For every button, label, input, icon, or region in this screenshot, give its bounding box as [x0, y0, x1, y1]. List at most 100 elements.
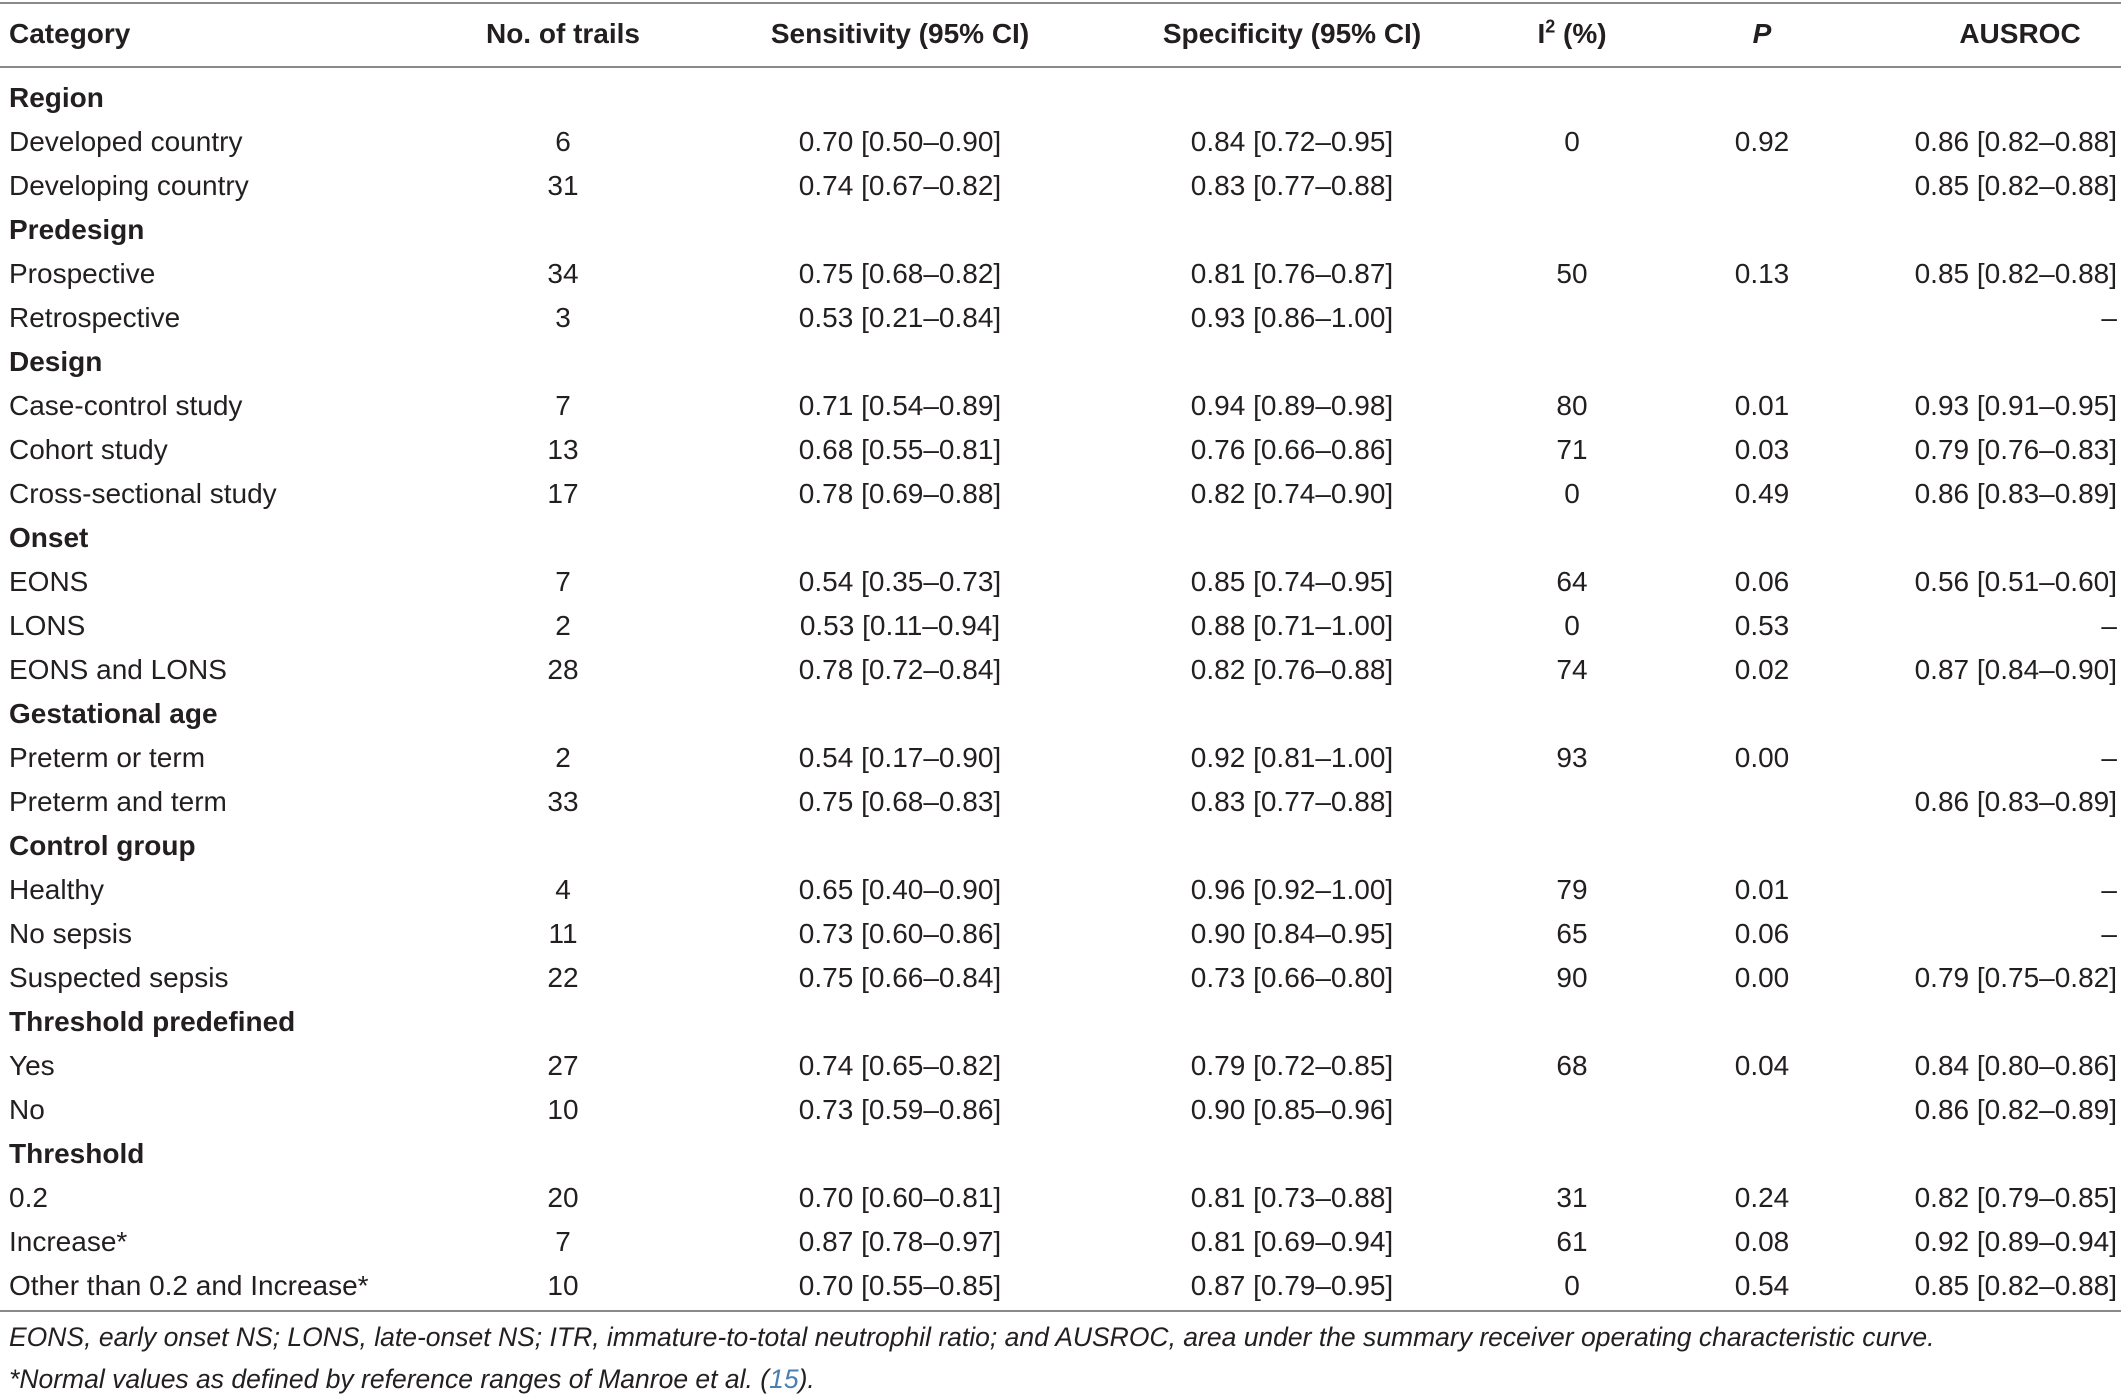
cell-specificity: 0.87 [0.79–0.95]	[1190, 1270, 1394, 1301]
table-body: Region Developed country 6 0.70 [0.50–0.90]…	[0, 76, 2121, 1308]
cell-category: No	[9, 1094, 45, 1125]
cell-p: 0.02	[1734, 654, 1790, 685]
cell-i2: 80	[1556, 390, 1588, 421]
cell-p: 0.53	[1734, 610, 1790, 641]
table-row: No 10 0.73 [0.59–0.86] 0.90 [0.85–0.96] 0.86…	[0, 1088, 2121, 1132]
cell-specificity: 0.79 [0.72–0.85]	[1190, 1050, 1394, 1081]
cell-specificity: 0.90 [0.85–0.96]	[1190, 1094, 1394, 1125]
cell-specificity: 0.81 [0.76–0.87]	[1190, 258, 1394, 289]
cell-sensitivity: 0.74 [0.67–0.82]	[798, 170, 1002, 201]
cell-sensitivity: 0.75 [0.68–0.82]	[798, 258, 1002, 289]
header-sensitivity: Sensitivity (95% CI)	[770, 18, 1030, 49]
cell-trials: 4	[555, 874, 571, 905]
cell-i2: 68	[1556, 1050, 1588, 1081]
footnote-abbreviations: EONS, early onset NS; LONS, late-onset N…	[9, 1322, 1935, 1352]
cell-specificity: 0.94 [0.89–0.98]	[1190, 390, 1394, 421]
cell-i2: 71	[1556, 434, 1588, 465]
cell-category: Retrospective	[9, 302, 181, 333]
cell-sensitivity: 0.54 [0.35–0.73]	[798, 566, 1002, 597]
cell-sensitivity: 0.75 [0.68–0.83]	[798, 786, 1002, 817]
table-row: Suspected sepsis 22 0.75 [0.66–0.84] 0.73 […	[0, 956, 2121, 1000]
table-row: Prospective 34 0.75 [0.68–0.82] 0.81 [0.76–…	[0, 252, 2121, 296]
cell-trials: 28	[547, 654, 579, 685]
cell-ausroc: 0.86 [0.82–0.89]	[1914, 1094, 2117, 1125]
cell-sensitivity: 0.70 [0.55–0.85]	[798, 1270, 1002, 1301]
cell-trials: 10	[547, 1270, 579, 1301]
header-i2-superscript: 2	[1545, 16, 1556, 37]
section-title: Control group	[9, 830, 196, 861]
cell-i2	[1522, 296, 1622, 340]
cell-category: No sepsis	[9, 918, 132, 949]
cell-category: Prospective	[9, 258, 156, 289]
cell-specificity: 0.83 [0.77–0.88]	[1190, 786, 1394, 817]
cell-sensitivity: 0.53 [0.11–0.94]	[799, 610, 1001, 641]
cell-trials: 7	[555, 1226, 571, 1257]
cell-ausroc: 0.79 [0.75–0.82]	[1914, 962, 2117, 993]
cell-sensitivity: 0.70 [0.60–0.81]	[798, 1182, 1002, 1213]
cell-specificity: 0.93 [0.86–1.00]	[1190, 302, 1394, 333]
header-category: Category	[9, 18, 131, 49]
section-title: Threshold predefined	[9, 1006, 296, 1037]
cell-p: 0.13	[1734, 258, 1790, 289]
section-title: Onset	[9, 522, 89, 553]
table-row: Yes 27 0.74 [0.65–0.82] 0.79 [0.72–0.85] 68 0…	[0, 1044, 2121, 1088]
cell-trials: 22	[547, 962, 579, 993]
cell-specificity: 0.90 [0.84–0.95]	[1190, 918, 1394, 949]
cell-ausroc: –	[2101, 302, 2117, 333]
cell-i2: 79	[1556, 874, 1588, 905]
cell-category: Healthy	[9, 874, 104, 905]
cell-ausroc: 0.85 [0.82–0.88]	[1914, 170, 2117, 201]
section-header-row: Predesign	[0, 208, 2121, 252]
cell-ausroc: –	[2101, 742, 2117, 773]
cell-sensitivity: 0.73 [0.59–0.86]	[798, 1094, 1002, 1125]
cell-sensitivity: 0.78 [0.72–0.84]	[798, 654, 1002, 685]
cell-trials: 27	[547, 1050, 579, 1081]
header-i2: I2 (%)	[1522, 2, 1622, 66]
cell-p	[1712, 164, 1812, 208]
cell-category: Increase*	[9, 1226, 128, 1257]
footnote-normal-values-prefix: *Normal values as defined by reference r…	[9, 1364, 770, 1394]
cell-p: 0.06	[1734, 566, 1790, 597]
cell-sensitivity: 0.78 [0.69–0.88]	[798, 478, 1002, 509]
cell-ausroc: 0.56 [0.51–0.60]	[1914, 566, 2117, 597]
cell-category: Developing country	[9, 170, 249, 201]
cell-trials: 7	[555, 390, 571, 421]
section-header-row: Gestational age	[0, 692, 2121, 736]
cell-p	[1712, 296, 1812, 340]
cell-category: Preterm and term	[9, 786, 227, 817]
cell-trials: 7	[555, 566, 571, 597]
table-row: No sepsis 11 0.73 [0.60–0.86] 0.90 [0.84–0.…	[0, 912, 2121, 956]
cell-ausroc: –	[2101, 610, 2117, 641]
footnote-reference-link[interactable]: 15	[769, 1364, 799, 1394]
cell-sensitivity: 0.75 [0.66–0.84]	[798, 962, 1002, 993]
header-specificity: Specificity (95% CI)	[1162, 18, 1422, 49]
cell-category: EONS and LONS	[9, 654, 227, 685]
cell-sensitivity: 0.65 [0.40–0.90]	[798, 874, 1002, 905]
cell-specificity: 0.88 [0.71–1.00]	[1190, 610, 1394, 641]
header-p: P	[1752, 18, 1772, 49]
cell-i2	[1522, 780, 1622, 824]
cell-ausroc: 0.92 [0.89–0.94]	[1914, 1226, 2117, 1257]
cell-p: 0.24	[1734, 1182, 1790, 1213]
header-ausroc: AUSROC	[1959, 18, 2081, 49]
cell-i2: 93	[1556, 742, 1588, 773]
table-row: EONS 7 0.54 [0.35–0.73] 0.85 [0.74–0.95] 64 0…	[0, 560, 2121, 604]
cell-specificity: 0.92 [0.81–1.00]	[1190, 742, 1394, 773]
section-header-row: Onset	[0, 516, 2121, 560]
cell-p: 0.00	[1734, 742, 1790, 773]
cell-specificity: 0.82 [0.74–0.90]	[1190, 478, 1394, 509]
cell-i2: 61	[1556, 1226, 1588, 1257]
cell-category: 0.2	[9, 1182, 48, 1213]
table-row: Preterm or term 2 0.54 [0.17–0.90] 0.92 [0.…	[0, 736, 2121, 780]
cell-specificity: 0.83 [0.77–0.88]	[1190, 170, 1394, 201]
cell-i2: 90	[1556, 962, 1588, 993]
cell-ausroc: 0.93 [0.91–0.95]	[1914, 390, 2117, 421]
cell-trials: 31	[547, 170, 579, 201]
header-i2-unit: (%)	[1555, 18, 1607, 49]
cell-ausroc: 0.79 [0.76–0.83]	[1914, 434, 2117, 465]
section-header-row: Threshold predefined	[0, 1000, 2121, 1044]
cell-trials: 2	[555, 610, 571, 641]
section-title: Region	[9, 82, 104, 113]
cell-specificity: 0.82 [0.76–0.88]	[1190, 654, 1394, 685]
